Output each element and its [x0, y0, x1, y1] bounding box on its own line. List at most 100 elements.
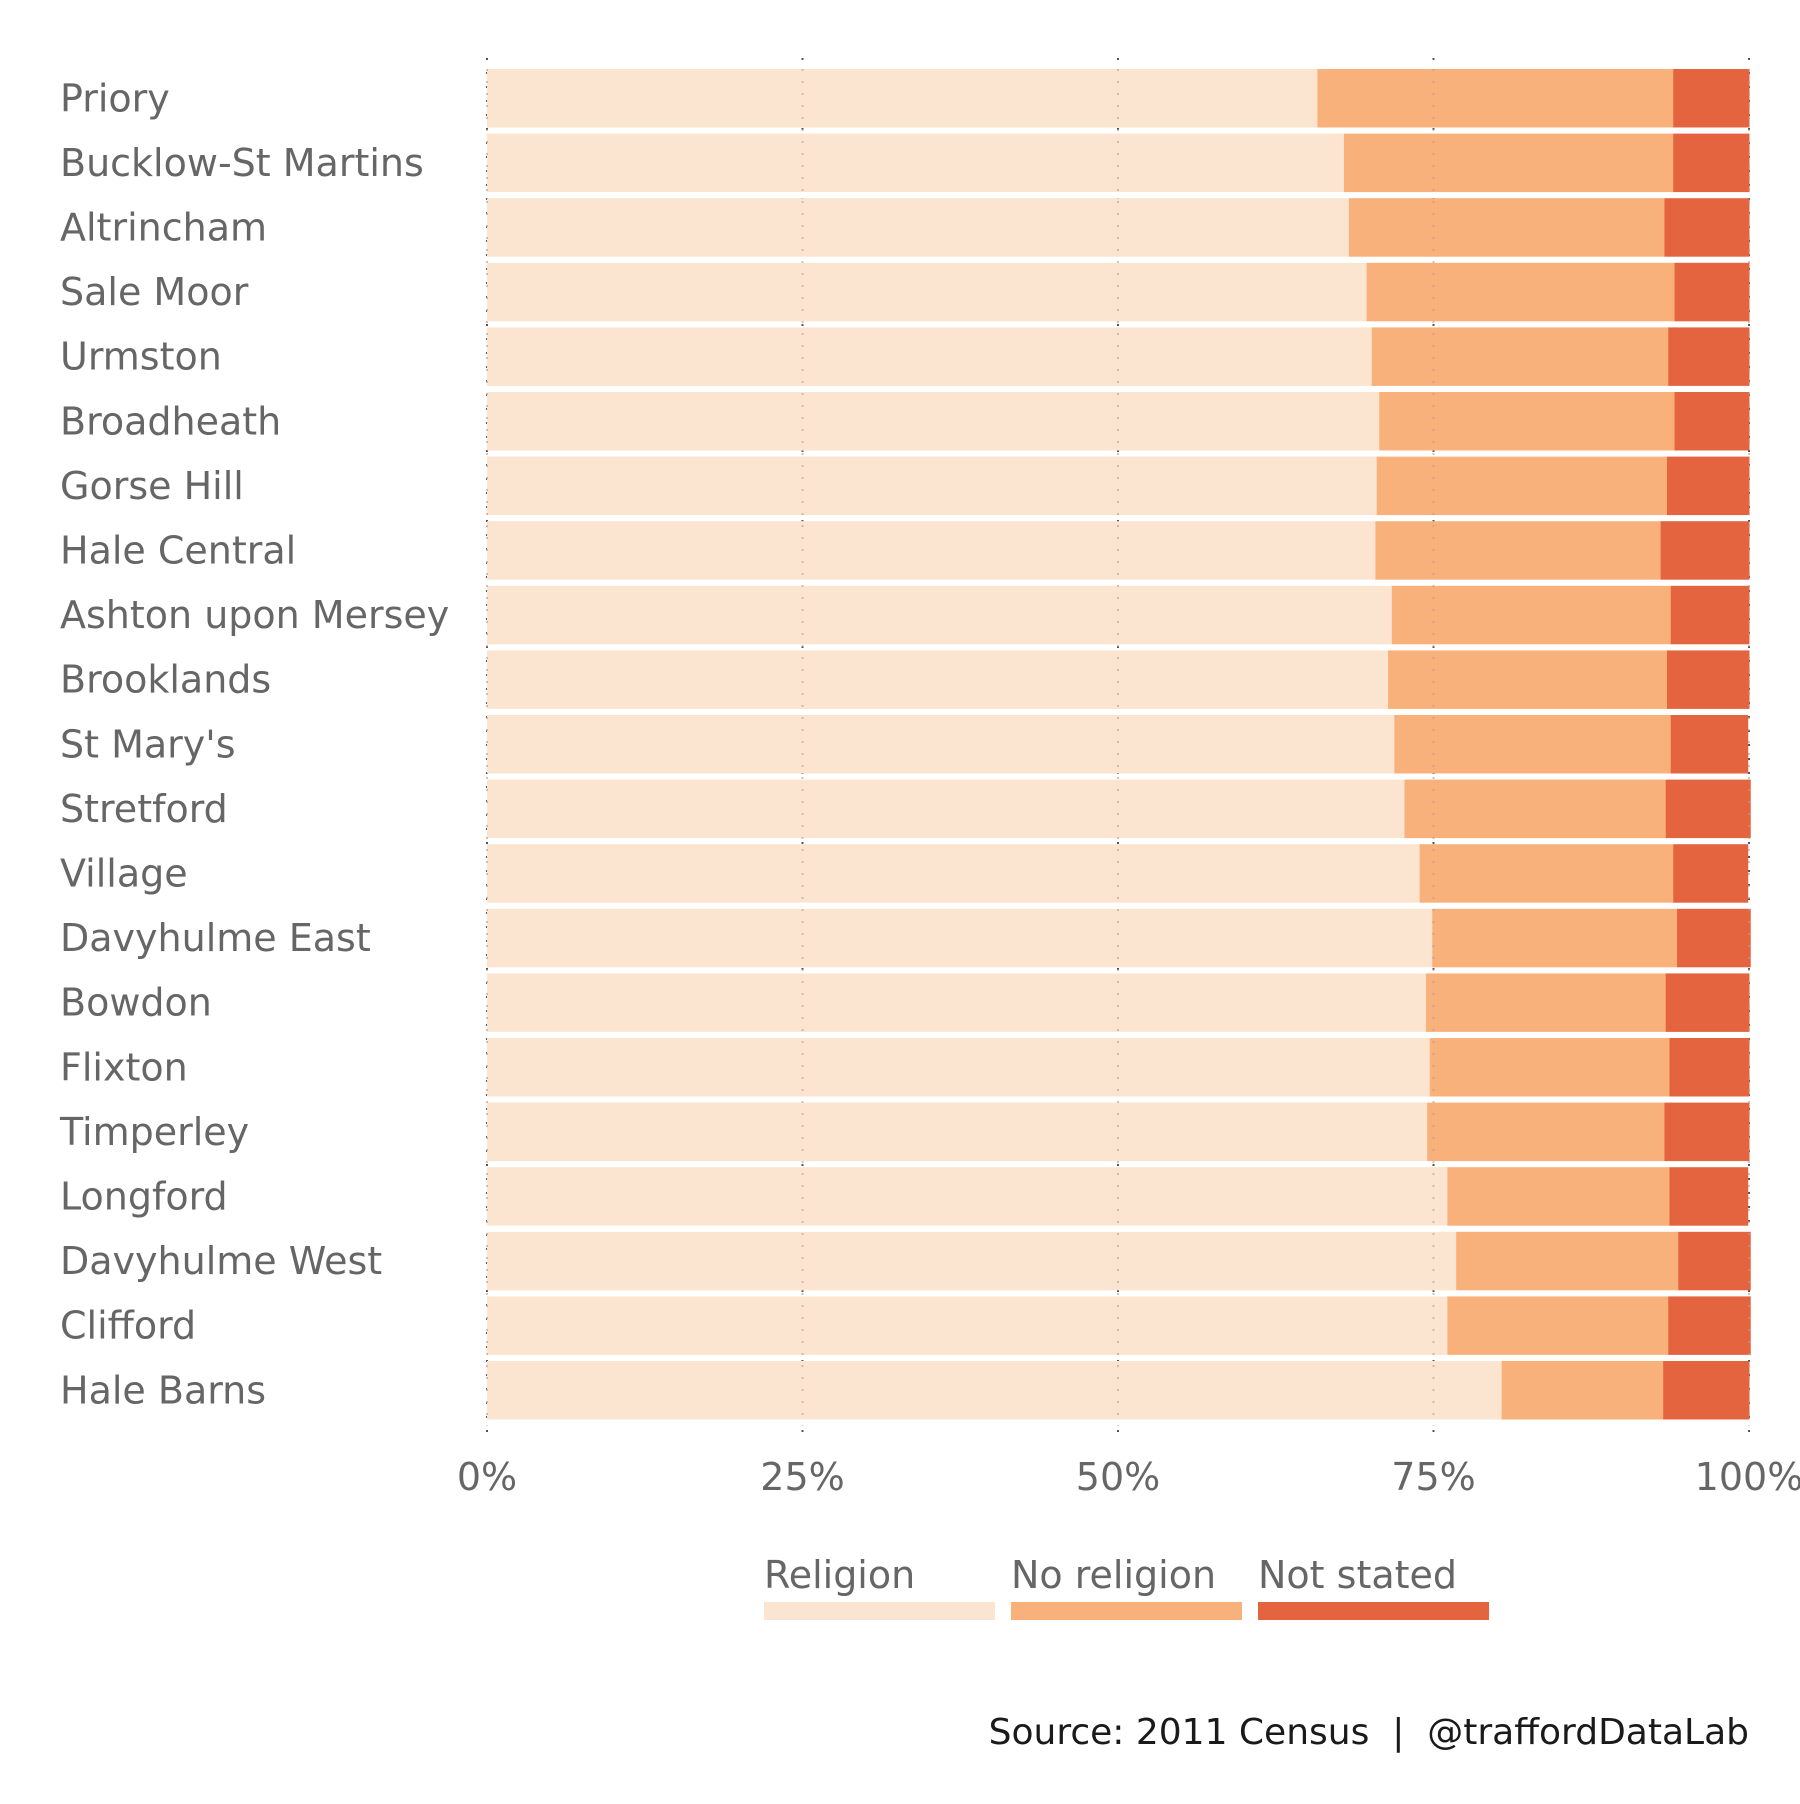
- bar-segment-no-religion: [1379, 392, 1676, 451]
- category-label: St Mary's: [60, 722, 236, 766]
- bar-segment-not-stated: [1668, 1296, 1751, 1355]
- legend-label: Religion: [764, 1553, 915, 1597]
- bar-segment-not-stated: [1673, 69, 1750, 128]
- category-label: Clifford: [60, 1304, 196, 1348]
- bar-segment-no-religion: [1371, 327, 1669, 386]
- category-label: Bowdon: [60, 981, 212, 1025]
- bar-segment-not-stated: [1673, 844, 1749, 903]
- source-caption: Source: 2011 Census | @traffordDataLab: [989, 1712, 1749, 1753]
- category-label: Gorse Hill: [60, 464, 244, 508]
- category-label: Davyhulme West: [60, 1239, 382, 1283]
- bar-segment-religion: [487, 585, 1393, 645]
- category-label: Brooklands: [60, 658, 271, 702]
- bar-segment-not-stated: [1665, 973, 1750, 1032]
- bar-segment-not-stated: [1670, 585, 1750, 645]
- bar-segment-religion: [487, 973, 1427, 1032]
- bar-segment-not-stated: [1668, 327, 1750, 386]
- bar-segment-religion: [487, 69, 1318, 128]
- x-tick-label: 75%: [1391, 1455, 1475, 1499]
- legend-key: [764, 1602, 995, 1620]
- bar-segment-religion: [487, 1296, 1448, 1355]
- bar-segment-no-religion: [1404, 779, 1667, 839]
- bar-segment-religion: [487, 456, 1378, 516]
- category-label: Bucklow-St Martins: [60, 141, 424, 185]
- bar-segment-no-religion: [1425, 973, 1667, 1032]
- category-label: Broadheath: [60, 399, 281, 443]
- bar-segment-not-stated: [1664, 1102, 1750, 1162]
- category-label: Urmston: [60, 335, 222, 379]
- category-labels: Priory Bucklow-St Martins Altrincham Sale M…: [59, 76, 449, 1412]
- bar-segment-not-stated: [1674, 262, 1750, 322]
- bar-segment-no-religion: [1348, 198, 1665, 257]
- bar-segment-no-religion: [1317, 69, 1674, 128]
- category-label: Village: [60, 851, 188, 895]
- category-label: Davyhulme East: [60, 916, 371, 960]
- bar-segment-religion: [487, 198, 1350, 257]
- bar-segment-religion: [487, 521, 1376, 580]
- x-axis-ticks: 0% 25% 50% 75% 100%: [457, 1455, 1800, 1499]
- category-label: Hale Central: [60, 528, 296, 572]
- bar-segment-not-stated: [1669, 1038, 1750, 1097]
- bar-segment-religion: [487, 1038, 1431, 1097]
- category-label: Flixton: [60, 1045, 188, 1089]
- bar-segment-not-stated: [1669, 1167, 1749, 1226]
- category-label: Longford: [60, 1174, 228, 1218]
- bar-segment-no-religion: [1501, 1361, 1664, 1420]
- bar-segment-religion: [487, 1102, 1428, 1162]
- bar-segment-no-religion: [1427, 1102, 1665, 1162]
- bar-segment-not-stated: [1670, 715, 1749, 774]
- legend-label: Not stated: [1258, 1553, 1457, 1597]
- bar-segment-no-religion: [1429, 1038, 1670, 1097]
- bar-segment-religion: [487, 392, 1380, 451]
- bars: [486, 69, 1751, 1426]
- bar-segment-not-stated: [1677, 908, 1751, 968]
- bar-segment-no-religion: [1376, 456, 1668, 516]
- bar-segment-not-stated: [1666, 650, 1750, 709]
- bar-segment-not-stated: [1664, 198, 1750, 257]
- bar-segment-no-religion: [1456, 1231, 1679, 1291]
- bar-segment-religion: [487, 650, 1389, 709]
- x-tick-label: 100%: [1695, 1455, 1800, 1499]
- bar-segment-no-religion: [1447, 1296, 1669, 1355]
- bar-segment-no-religion: [1394, 715, 1672, 774]
- bar-segment-religion: [487, 908, 1433, 968]
- bar-segment-religion: [487, 1231, 1457, 1291]
- bar-segment-not-stated: [1660, 521, 1750, 580]
- legend-label: No religion: [1011, 1553, 1216, 1597]
- legend-key: [1258, 1602, 1489, 1620]
- bar-segment-religion: [487, 779, 1405, 839]
- category-label: Ashton upon Mersey: [60, 593, 449, 637]
- bar-segment-not-stated: [1674, 392, 1750, 451]
- bar-segment-not-stated: [1666, 456, 1750, 516]
- bar-segment-no-religion: [1343, 133, 1674, 193]
- bar-segment-no-religion: [1388, 650, 1668, 709]
- x-tick-label: 0%: [457, 1455, 517, 1499]
- legend-key: [1011, 1602, 1242, 1620]
- bar-segment-not-stated: [1673, 133, 1750, 193]
- bar-segment-religion: [487, 262, 1368, 322]
- legend: Religion No religion Not stated: [764, 1553, 1489, 1620]
- bar-segment-no-religion: [1432, 908, 1678, 968]
- category-label: Hale Barns: [60, 1368, 266, 1412]
- category-label: Sale Moor: [60, 270, 249, 314]
- bar-segment-religion: [487, 327, 1373, 386]
- bar-segment-not-stated: [1678, 1231, 1751, 1291]
- category-label: Priory: [60, 76, 170, 120]
- category-label: Timperley: [59, 1110, 249, 1154]
- bar-segment-religion: [487, 1361, 1503, 1420]
- bar-segment-no-religion: [1375, 521, 1662, 580]
- bar-segment-religion: [487, 133, 1345, 193]
- bar-segment-religion: [487, 1167, 1448, 1226]
- bar-segment-no-religion: [1391, 585, 1672, 645]
- bar-segment-not-stated: [1663, 1361, 1750, 1420]
- x-tick-label: 25%: [760, 1455, 844, 1499]
- category-label: Altrincham: [60, 205, 267, 249]
- x-tick-label: 50%: [1076, 1455, 1160, 1499]
- bar-segment-religion: [487, 715, 1395, 774]
- bar-segment-not-stated: [1665, 779, 1751, 839]
- bar-segment-religion: [487, 844, 1421, 903]
- category-label: Stretford: [60, 787, 228, 831]
- bar-segment-no-religion: [1419, 844, 1674, 903]
- bar-segment-no-religion: [1447, 1167, 1670, 1226]
